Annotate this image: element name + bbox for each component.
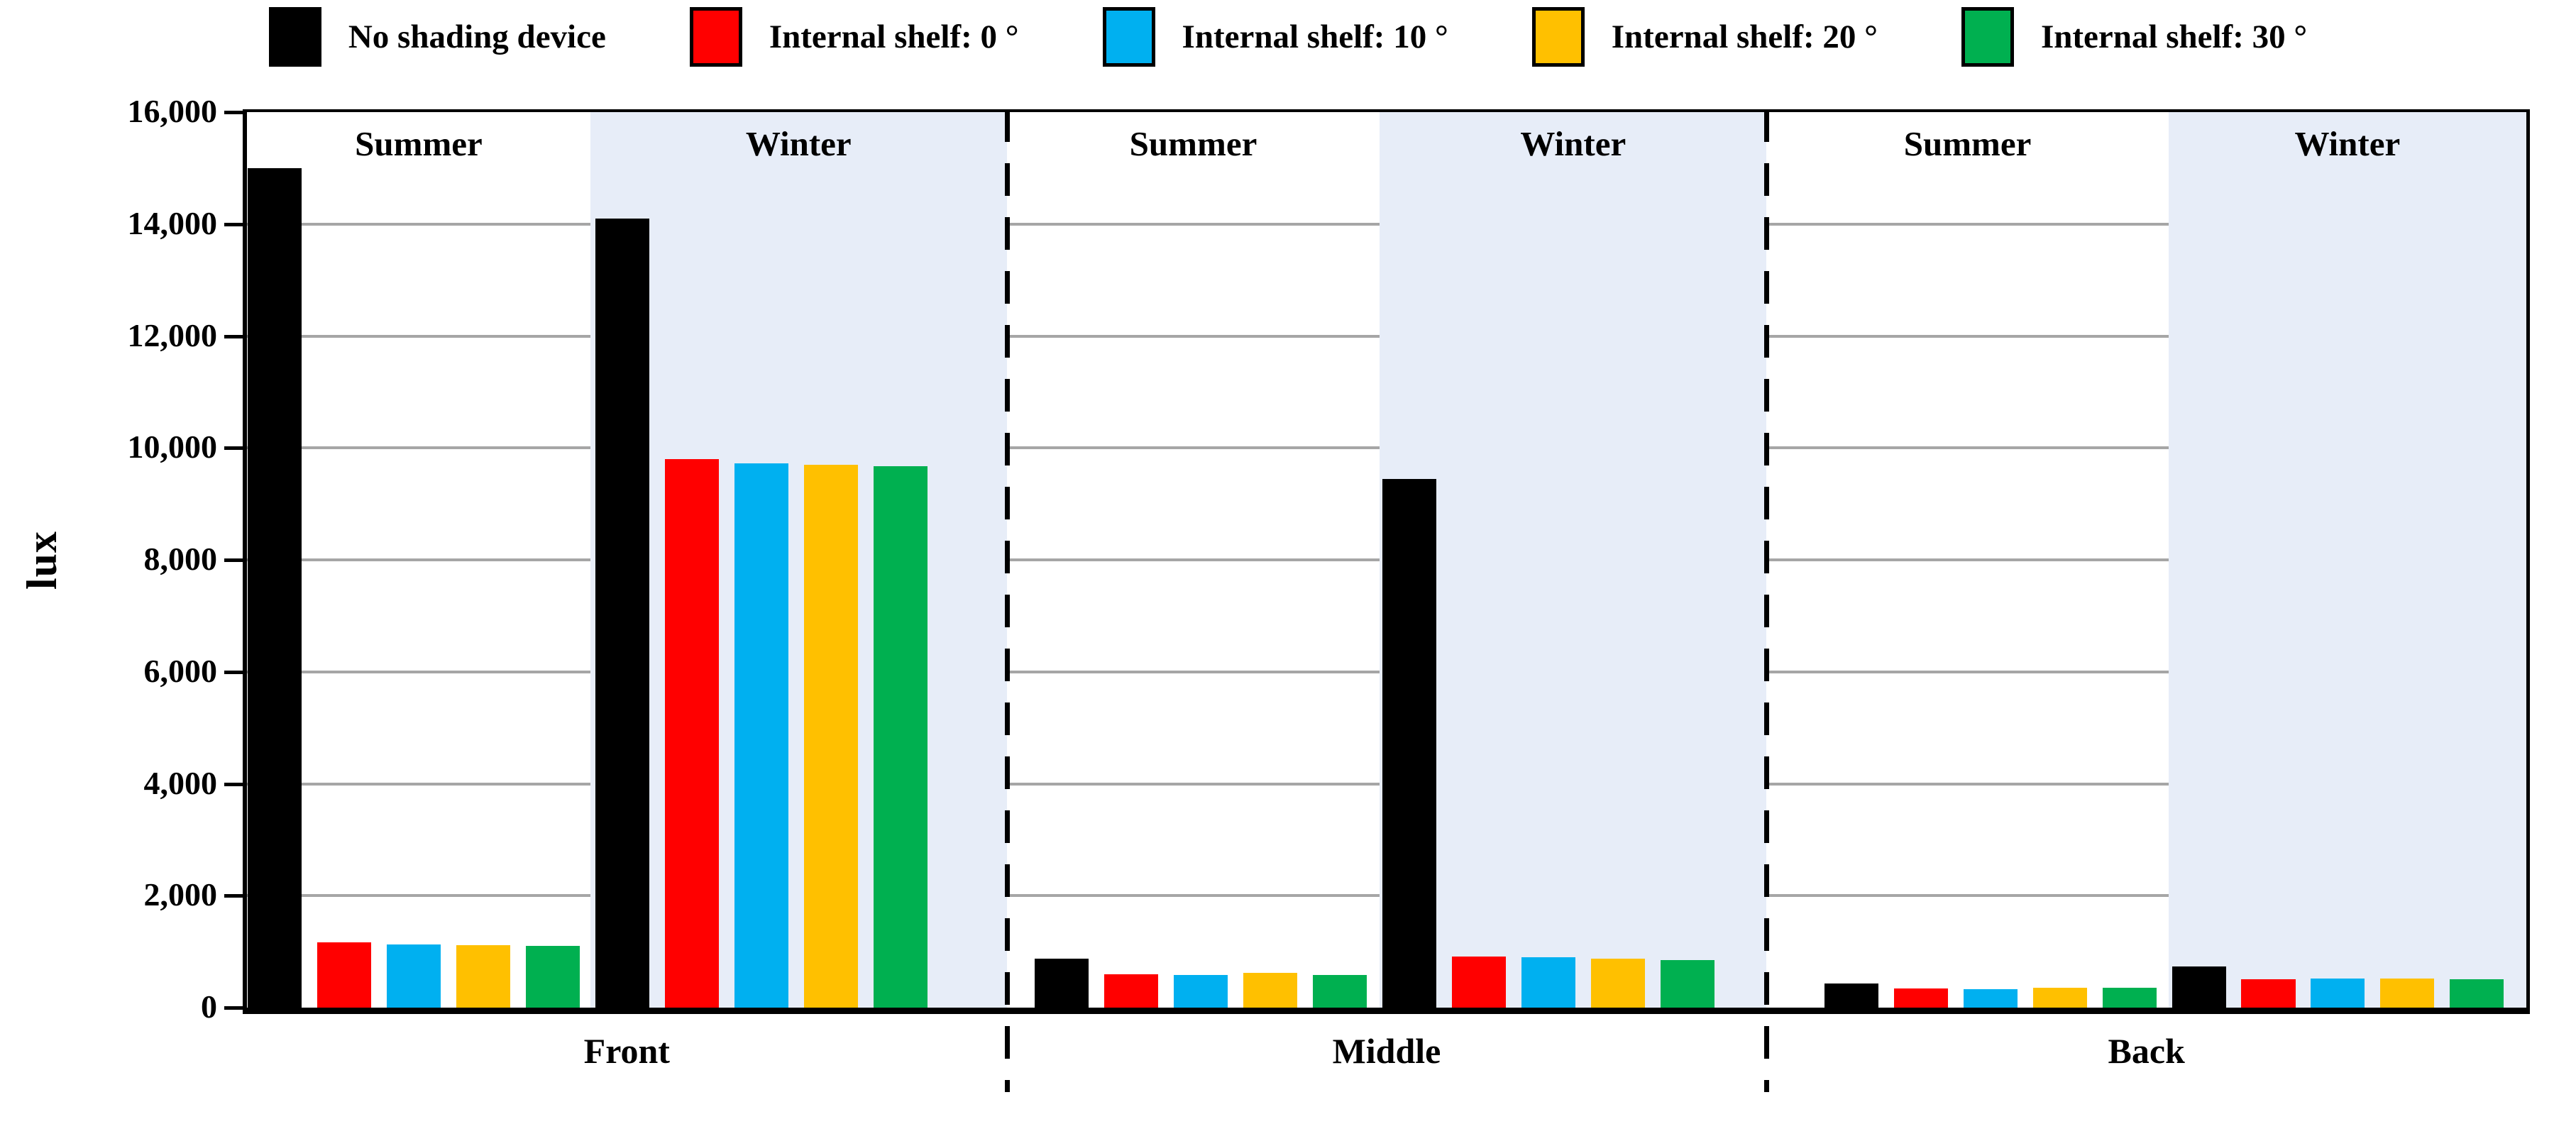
y-tick-mark [224,894,243,898]
bar-back-winter-internal-shelf-30 [2450,979,2504,1008]
y-tick-label-14000: 14,000 [127,204,218,241]
chart-legend: No shading device Internal shelf: 0 ° Inte… [0,3,2576,71]
bar-front-summer-internal-shelf-20 [456,945,510,1008]
bar-front-summer-internal-shelf-0 [317,942,372,1008]
season-label-back-summer: Summer [1903,124,2032,163]
y-tick-mark [224,670,243,674]
plot-area: Summer Winter Summer Winter Summer Winter [224,109,2530,1092]
section-front: Summer Winter [247,112,1007,1008]
bar-back-summer-internal-shelf-0 [1893,988,1948,1008]
section-divider-dashed-line [1004,109,1010,1092]
y-tick-label-8000: 8,000 [143,541,218,577]
x-axis-label-middle: Middle [1332,1031,1441,1071]
legend-label: Internal shelf: 0 ° [769,18,1019,55]
bar-back-summer-internal-shelf-20 [2032,987,2087,1008]
bar-middle-winter-internal-shelf-30 [1660,959,1714,1008]
legend-label: Internal shelf: 10 ° [1182,18,1448,55]
section-back: Summer Winter [1766,112,2526,1008]
plot-border-top [243,109,2530,112]
bar-middle-winter-internal-shelf-20 [1590,958,1645,1008]
y-tick-mark [224,334,243,338]
legend-swatch-icon [1961,7,2014,67]
bar-front-winter-internal-shelf-30 [873,466,928,1008]
y-tick-mark [224,222,243,226]
bar-front-winter-internal-shelf-20 [803,464,858,1008]
bar-middle-summer-internal-shelf-20 [1243,973,1298,1008]
legend-item-internal-shelf-20: Internal shelf: 20 ° [1531,7,1878,67]
bar-middle-summer-internal-shelf-10 [1174,975,1228,1008]
legend-item-internal-shelf-30: Internal shelf: 30 ° [1961,7,2307,67]
legend-item-internal-shelf-0: Internal shelf: 0 ° [689,7,1019,67]
legend-label: No shading device [348,18,606,55]
section-divider-dashed-line [1764,109,1770,1092]
x-axis-line [243,1008,2530,1014]
legend-label: Internal shelf: 20 ° [1611,18,1878,55]
bar-back-winter-internal-shelf-0 [2241,979,2296,1008]
bar-back-summer-internal-shelf-30 [2102,988,2157,1008]
legend-item-no-shading-device: No shading device [268,7,606,67]
winter-shaded-band [2168,112,2526,1008]
x-axis-label-front: Front [583,1031,670,1071]
legend-item-internal-shelf-10: Internal shelf: 10 ° [1102,7,1448,67]
legend-label: Internal shelf: 30 ° [2040,18,2308,55]
y-tick-mark [224,111,243,114]
bar-middle-summer-internal-shelf-0 [1104,974,1159,1008]
bar-back-summer-no-shading-device [1824,984,1878,1008]
legend-swatch-icon [268,7,321,67]
season-label-back-winter: Winter [2294,124,2401,163]
y-tick-mark [224,446,243,451]
season-label-front-winter: Winter [745,124,852,163]
bar-back-winter-no-shading-device [2172,966,2226,1008]
y-tick-label-10000: 10,000 [127,429,218,465]
bar-middle-winter-internal-shelf-0 [1452,957,1507,1008]
bar-middle-summer-no-shading-device [1035,958,1089,1008]
season-label-front-summer: Summer [355,124,483,163]
y-tick-label-12000: 12,000 [127,316,218,353]
season-label-middle-summer: Summer [1129,124,1257,163]
bar-middle-summer-internal-shelf-30 [1313,975,1367,1008]
legend-swatch-icon [1531,7,1585,67]
bar-middle-winter-no-shading-device [1382,478,1437,1008]
bar-back-summer-internal-shelf-10 [1963,988,2018,1008]
bar-front-summer-no-shading-device [248,167,302,1008]
bar-front-winter-internal-shelf-10 [734,463,788,1008]
legend-swatch-icon [689,7,742,67]
bar-back-winter-internal-shelf-10 [2311,979,2365,1008]
season-label-middle-winter: Winter [1520,124,1626,163]
y-tick-label-16000: 16,000 [127,93,218,129]
y-tick-label-4000: 4,000 [143,764,218,801]
bar-back-winter-internal-shelf-20 [2380,979,2435,1008]
plot-border-right [2526,109,2530,1014]
winter-shaded-band [1380,112,1767,1008]
winter-shaded-band [590,112,1007,1008]
bar-middle-winter-internal-shelf-10 [1521,957,1576,1008]
y-tick-label-6000: 6,000 [143,652,218,689]
bar-front-summer-internal-shelf-10 [387,944,441,1008]
bar-front-winter-no-shading-device [595,218,649,1008]
x-axis-label-back: Back [2108,1031,2185,1071]
y-tick-mark [224,1006,243,1010]
section-middle: Summer Winter [1007,112,1767,1008]
y-tick-mark [224,782,243,786]
y-tick-label-2000: 2,000 [143,876,218,913]
y-tick-label-0: 0 [201,988,217,1025]
y-tick-mark [224,558,243,562]
bar-front-winter-internal-shelf-0 [664,459,719,1008]
bar-front-summer-internal-shelf-30 [525,946,580,1008]
y-axis-line [243,109,247,1014]
legend-swatch-icon [1102,7,1155,67]
